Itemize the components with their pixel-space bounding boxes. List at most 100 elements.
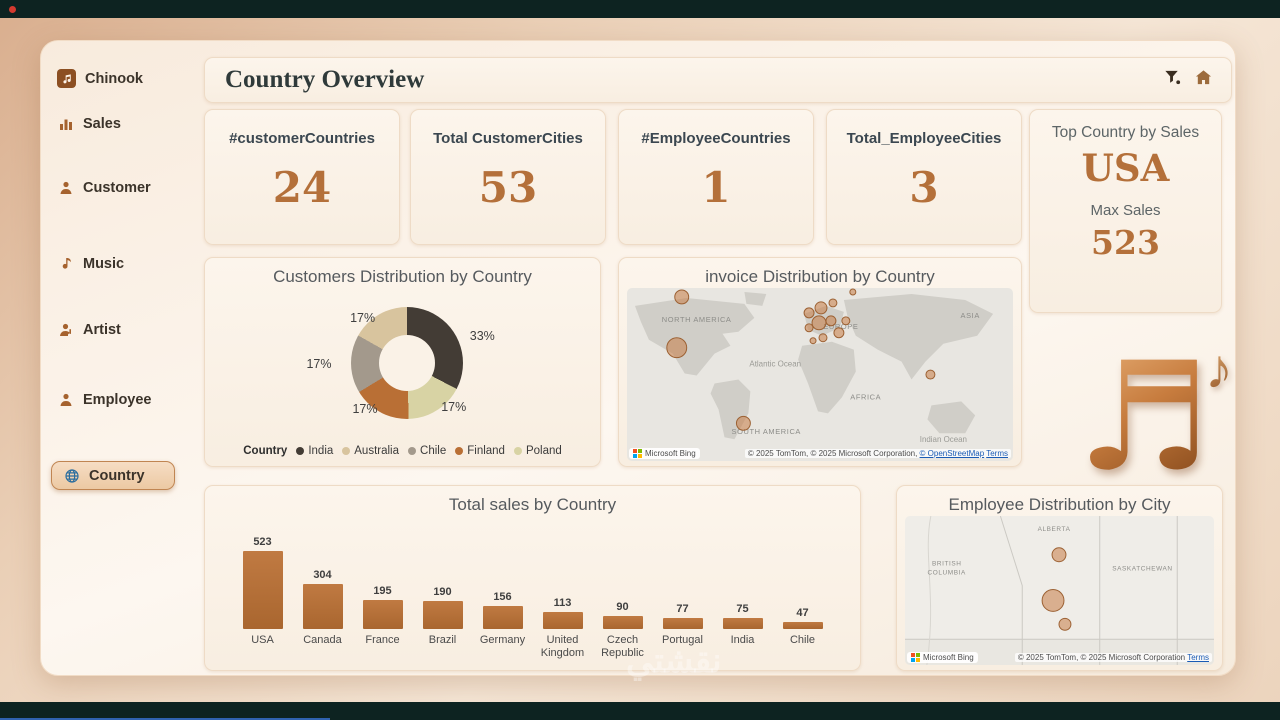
sidebar-item-chinook[interactable]: Chinook xyxy=(57,69,207,88)
map-labels: ALBERTA BRITISH COLUMBIA SASKATCHEWAN xyxy=(928,526,1173,577)
legend-dot xyxy=(342,447,351,455)
kpi-label: #EmployeeCountries xyxy=(641,130,791,147)
bar-column[interactable]: 523 USA xyxy=(238,532,288,664)
sidebar-item-label: Employee xyxy=(83,391,152,408)
page-title: Country Overview xyxy=(225,66,425,93)
bar-category-label: Germany xyxy=(479,634,526,646)
chart-title: invoice Distribution by Country xyxy=(705,267,935,286)
employee-map-card: Employee Distribution by City ALBERTA BR… xyxy=(896,485,1223,671)
sidebar-item-label: Customer xyxy=(83,179,151,196)
sidebar-item-sales[interactable]: Sales xyxy=(57,115,207,132)
bing-logo[interactable]: Microsoft Bing xyxy=(629,448,700,459)
landmass-north-america xyxy=(634,297,755,376)
sidebar-item-music[interactable]: Music xyxy=(57,255,207,272)
legend-label: Finland xyxy=(467,445,505,457)
kpi-value: 24 xyxy=(272,163,332,212)
bar[interactable] xyxy=(302,583,343,629)
bar[interactable] xyxy=(482,605,523,629)
header-actions xyxy=(1163,68,1213,92)
taskbar-accent-line xyxy=(0,718,330,720)
bar-value-label: 304 xyxy=(313,568,332,581)
bar-column[interactable]: 47 Chile xyxy=(778,532,828,664)
music-note-icon xyxy=(57,255,74,272)
bar-category-label: Chile xyxy=(789,634,816,646)
chart-title: Customers Distribution by Country xyxy=(273,267,532,286)
kpi-value: 3 xyxy=(909,163,939,212)
filter-icon[interactable] xyxy=(1163,68,1182,92)
canada-map[interactable]: ALBERTA BRITISH COLUMBIA SASKATCHEWAN xyxy=(905,516,1214,666)
sidebar-item-label: Country xyxy=(89,467,145,484)
bar-chart-icon xyxy=(57,115,74,132)
bar[interactable] xyxy=(722,617,763,629)
world-map[interactable]: NORTH AMERICA EUROPE ASIA AFRICA SOUTH A… xyxy=(627,288,1013,462)
openstreetmap-link[interactable]: © OpenStreetMap xyxy=(919,449,985,458)
home-icon[interactable] xyxy=(1194,68,1213,92)
legend-item[interactable]: Finland xyxy=(455,445,505,457)
bar[interactable] xyxy=(362,599,403,629)
legend-item[interactable]: Australia xyxy=(342,445,399,457)
sidebar-item-label: Music xyxy=(83,255,125,272)
bar-value-label: 113 xyxy=(553,597,572,610)
kpi-label: Total_EmployeeCities xyxy=(846,130,1002,147)
bar[interactable] xyxy=(662,617,703,629)
sidebar-item-customer[interactable]: Customer xyxy=(57,179,207,196)
donut-percent-label: 17% xyxy=(350,311,376,326)
record-dot xyxy=(9,6,16,13)
bar-value-label: 523 xyxy=(253,536,272,548)
bar-column[interactable]: 304 Canada xyxy=(298,532,348,664)
bar-value-label: 190 xyxy=(433,585,452,598)
bing-logo-text: Microsoft Bing xyxy=(923,653,974,662)
map-copyright: © 2025 TomTom, © 2025 Microsoft Corporat… xyxy=(744,449,1011,458)
donut-hole xyxy=(379,335,435,391)
bar-column[interactable]: 195 France xyxy=(358,532,408,664)
bar-value-label: 47 xyxy=(796,607,809,619)
legend-dot xyxy=(408,447,417,455)
legend-label: Australia xyxy=(354,445,400,457)
map-label: ALBERTA xyxy=(1038,526,1071,533)
map-borders xyxy=(905,516,1214,666)
landmass-africa xyxy=(798,341,856,414)
invoice-map-bubbles[interactable] xyxy=(666,288,936,431)
bar-column[interactable]: 156 Germany xyxy=(478,532,528,664)
sidebar-item-country[interactable]: Country xyxy=(51,461,175,490)
terms-link[interactable]: Terms xyxy=(1187,653,1209,662)
top-country-title: Top Country by Sales xyxy=(1051,124,1200,141)
legend-label: Poland xyxy=(525,445,562,457)
bar[interactable] xyxy=(602,615,643,629)
legend-item[interactable]: India xyxy=(296,445,333,457)
legend-item[interactable]: Chile xyxy=(408,445,446,457)
sidebar-item-artist[interactable]: Artist xyxy=(57,321,207,338)
donut-legend-items: India Australia Chile Finland Poland xyxy=(296,445,562,457)
legend-dot xyxy=(455,447,464,455)
map-attribution-bar: Microsoft Bing © 2025 TomTom, © 2025 Mic… xyxy=(907,652,1212,663)
bar-value-label: 195 xyxy=(373,584,392,597)
bar-column[interactable]: 75 India xyxy=(718,532,768,664)
legend-item[interactable]: Poland xyxy=(513,445,562,457)
chart-title: Employee Distribution by City xyxy=(948,495,1171,514)
bar-column[interactable]: 190 Brazil xyxy=(418,532,468,664)
bar-category-label: USA xyxy=(251,634,274,646)
legend-label: Chile xyxy=(420,445,447,457)
music-decoration: ♬ ♪ xyxy=(1036,323,1251,513)
bar-column[interactable]: 113 United Kingdom xyxy=(538,532,588,664)
bar-category-label: Canada xyxy=(303,634,342,646)
bar-category-label: United Kingdom xyxy=(540,634,585,660)
map-label: AFRICA xyxy=(850,392,881,401)
legend-title: Country xyxy=(243,445,288,457)
bar[interactable] xyxy=(422,600,463,629)
bar-column[interactable]: 77 Portugal xyxy=(658,532,708,664)
bar[interactable] xyxy=(782,622,823,629)
bar-column[interactable]: 90 Czech Republic xyxy=(598,532,648,664)
bar[interactable] xyxy=(542,612,583,629)
employee-map-bubbles[interactable] xyxy=(1041,547,1072,631)
terms-link[interactable]: Terms xyxy=(986,449,1008,458)
sidebar-item-employee[interactable]: Employee xyxy=(57,391,207,408)
bar-category-label: France xyxy=(365,634,400,646)
kpi-card-customer-cities: Total CustomerCities 53 xyxy=(410,109,606,245)
microsoft-logo-icon xyxy=(911,653,920,662)
kpi-card-employee-countries: #EmployeeCountries 1 xyxy=(618,109,814,245)
kpi-label: #customerCountries xyxy=(229,130,375,147)
bing-logo[interactable]: Microsoft Bing xyxy=(907,652,978,663)
header-card: Country Overview xyxy=(204,57,1232,103)
bar[interactable] xyxy=(242,551,283,629)
